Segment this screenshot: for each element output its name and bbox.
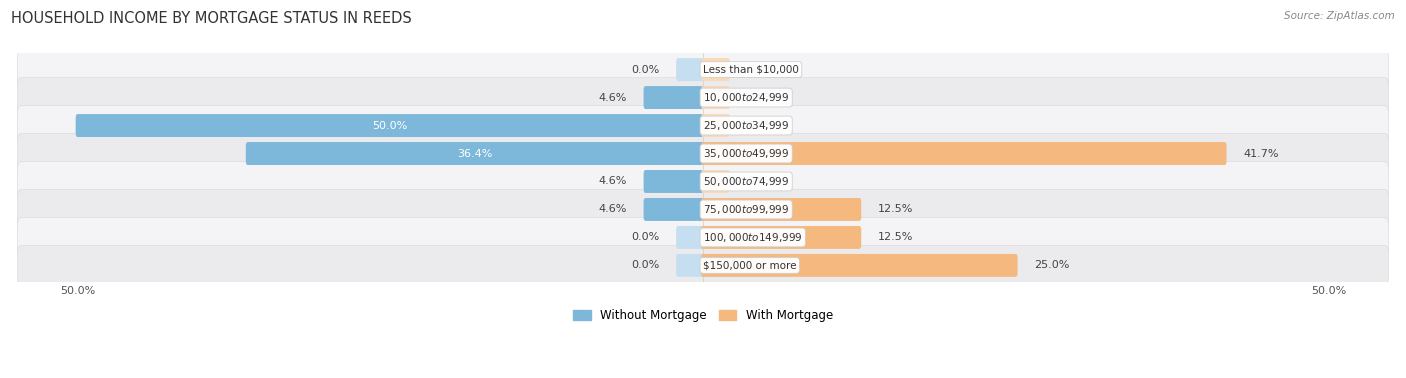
FancyBboxPatch shape xyxy=(702,170,730,193)
FancyBboxPatch shape xyxy=(702,226,862,249)
Text: $100,000 to $149,999: $100,000 to $149,999 xyxy=(703,231,803,244)
FancyBboxPatch shape xyxy=(246,142,704,165)
FancyBboxPatch shape xyxy=(644,170,704,193)
FancyBboxPatch shape xyxy=(17,246,1389,285)
FancyBboxPatch shape xyxy=(702,58,730,81)
Text: $35,000 to $49,999: $35,000 to $49,999 xyxy=(703,147,789,160)
Text: $25,000 to $34,999: $25,000 to $34,999 xyxy=(703,119,789,132)
Text: $10,000 to $24,999: $10,000 to $24,999 xyxy=(703,91,789,104)
Text: 50.0%: 50.0% xyxy=(373,121,408,130)
FancyBboxPatch shape xyxy=(17,78,1389,118)
Text: Source: ZipAtlas.com: Source: ZipAtlas.com xyxy=(1284,11,1395,21)
FancyBboxPatch shape xyxy=(17,162,1389,201)
Text: 0.0%: 0.0% xyxy=(747,121,775,130)
Text: 0.0%: 0.0% xyxy=(747,65,775,74)
FancyBboxPatch shape xyxy=(17,134,1389,174)
Text: $50,000 to $74,999: $50,000 to $74,999 xyxy=(703,175,789,188)
Text: 4.6%: 4.6% xyxy=(599,177,627,186)
FancyBboxPatch shape xyxy=(644,86,704,109)
Text: 12.5%: 12.5% xyxy=(879,204,914,214)
FancyBboxPatch shape xyxy=(702,198,862,221)
Text: 0.0%: 0.0% xyxy=(631,260,659,270)
Text: 4.6%: 4.6% xyxy=(599,204,627,214)
Text: 25.0%: 25.0% xyxy=(1035,260,1070,270)
Text: Less than $10,000: Less than $10,000 xyxy=(703,65,799,74)
Text: 41.7%: 41.7% xyxy=(1243,149,1279,158)
FancyBboxPatch shape xyxy=(702,142,1226,165)
Text: 0.0%: 0.0% xyxy=(631,65,659,74)
FancyBboxPatch shape xyxy=(676,226,704,249)
Text: 12.5%: 12.5% xyxy=(879,232,914,242)
Text: $150,000 or more: $150,000 or more xyxy=(703,260,797,270)
Text: 36.4%: 36.4% xyxy=(457,149,494,158)
Text: 0.0%: 0.0% xyxy=(747,177,775,186)
FancyBboxPatch shape xyxy=(702,254,1018,277)
FancyBboxPatch shape xyxy=(676,58,704,81)
FancyBboxPatch shape xyxy=(17,218,1389,257)
Text: 4.6%: 4.6% xyxy=(599,93,627,102)
FancyBboxPatch shape xyxy=(644,198,704,221)
FancyBboxPatch shape xyxy=(17,50,1389,90)
FancyBboxPatch shape xyxy=(702,86,730,109)
FancyBboxPatch shape xyxy=(17,106,1389,146)
FancyBboxPatch shape xyxy=(676,254,704,277)
FancyBboxPatch shape xyxy=(17,190,1389,229)
FancyBboxPatch shape xyxy=(76,114,704,137)
Legend: Without Mortgage, With Mortgage: Without Mortgage, With Mortgage xyxy=(568,304,838,327)
Text: $75,000 to $99,999: $75,000 to $99,999 xyxy=(703,203,789,216)
Text: 0.0%: 0.0% xyxy=(747,93,775,102)
FancyBboxPatch shape xyxy=(702,114,730,137)
Text: 0.0%: 0.0% xyxy=(631,232,659,242)
Text: HOUSEHOLD INCOME BY MORTGAGE STATUS IN REEDS: HOUSEHOLD INCOME BY MORTGAGE STATUS IN R… xyxy=(11,11,412,26)
